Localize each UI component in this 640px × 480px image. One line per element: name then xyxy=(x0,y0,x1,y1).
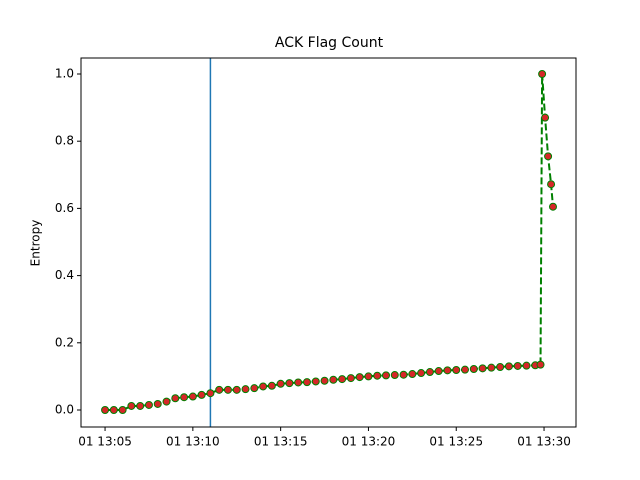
data-point xyxy=(469,365,478,374)
x-tick-label: 01 13:25 xyxy=(429,435,483,449)
data-point xyxy=(541,113,550,122)
y-tick-label: 0.8 xyxy=(55,134,74,148)
data-point xyxy=(162,397,171,406)
chart-title: ACK Flag Count xyxy=(275,35,384,51)
data-point xyxy=(267,381,276,390)
data-point xyxy=(452,366,461,375)
data-point xyxy=(276,379,285,388)
data-point xyxy=(504,362,513,371)
data-point xyxy=(223,385,232,394)
data-point xyxy=(346,374,355,383)
x-tick-label: 01 13:30 xyxy=(517,435,571,449)
data-point xyxy=(285,379,294,388)
data-point xyxy=(259,382,268,391)
data-point xyxy=(109,405,118,414)
data-point xyxy=(180,393,189,402)
x-tick-label: 01 13:15 xyxy=(254,435,308,449)
data-point xyxy=(250,384,259,393)
data-point xyxy=(338,375,347,384)
data-point xyxy=(382,371,391,380)
data-point xyxy=(127,401,136,410)
data-point xyxy=(443,366,452,375)
data-point xyxy=(118,405,127,414)
data-point xyxy=(302,378,311,387)
x-tick-label: 01 13:10 xyxy=(166,435,220,449)
data-point xyxy=(215,385,224,394)
data-point xyxy=(478,364,487,373)
data-point xyxy=(522,361,531,370)
data-point xyxy=(329,375,338,384)
y-tick-label: 0.2 xyxy=(55,335,74,349)
y-tick-label: 0.0 xyxy=(55,402,74,416)
data-point xyxy=(496,362,505,371)
y-tick-label: 1.0 xyxy=(55,66,74,80)
data-point xyxy=(311,377,320,386)
data-point xyxy=(536,360,545,369)
data-point xyxy=(144,400,153,409)
data-point xyxy=(206,389,215,398)
y-tick-label: 0.6 xyxy=(55,201,74,215)
x-tick-label: 01 13:05 xyxy=(78,435,132,449)
data-point xyxy=(153,399,162,408)
y-axis-label: Entropy xyxy=(29,220,43,267)
data-point xyxy=(355,373,364,382)
data-point xyxy=(513,361,522,370)
data-point xyxy=(364,372,373,381)
data-point xyxy=(197,390,206,399)
y-tick-label: 0.4 xyxy=(55,268,74,282)
data-point xyxy=(136,401,145,410)
data-point xyxy=(101,405,110,414)
data-point xyxy=(188,392,197,401)
data-point xyxy=(425,368,434,377)
axes-frame xyxy=(80,57,577,428)
data-point xyxy=(461,365,470,374)
data-point xyxy=(232,385,241,394)
data-point xyxy=(241,385,250,394)
data-point xyxy=(547,180,556,189)
data-point xyxy=(487,363,496,372)
data-point xyxy=(294,378,303,387)
x-tick-label: 01 13:20 xyxy=(342,435,396,449)
data-point xyxy=(390,371,399,380)
data-point xyxy=(408,370,417,379)
data-point xyxy=(320,376,329,385)
data-point xyxy=(417,369,426,378)
data-point xyxy=(434,367,443,376)
data-point xyxy=(544,152,553,161)
data-point xyxy=(373,371,382,380)
data-point xyxy=(171,394,180,403)
data-point xyxy=(399,370,408,379)
data-point xyxy=(538,69,547,78)
data-point xyxy=(548,202,557,211)
